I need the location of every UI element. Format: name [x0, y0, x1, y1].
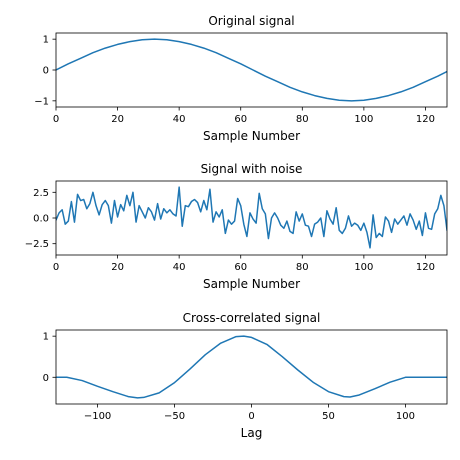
cross-correlation-y-tick-label: 0 — [43, 373, 49, 384]
original-signal-y-tick-label: 0 — [43, 66, 49, 77]
original-signal-x-tick-label: 20 — [111, 114, 124, 125]
noisy-signal-title: Signal with noise — [201, 162, 303, 176]
cross-correlation-panel: −100 −50 0 50 100 0 1 Cross-correlated signal La… — [43, 311, 448, 440]
cross-correlation-y-tick-label: 1 — [43, 332, 49, 343]
original-signal-series-line — [56, 38, 447, 102]
noisy-signal-series-line — [56, 186, 447, 249]
original-signal-x-tick-label: 80 — [296, 114, 309, 125]
original-signal-x-tick-label: 40 — [173, 114, 186, 125]
noisy-signal-y-tick-label: 2.5 — [33, 188, 49, 199]
original-signal-x-axis-label: Sample Number — [203, 129, 300, 143]
cross-correlation-x-tick-label: −50 — [164, 411, 185, 422]
noisy-signal-y-tick-label: −2.5 — [25, 239, 49, 250]
cross-correlation-x-tick-label: −100 — [84, 411, 111, 422]
noisy-signal-x-tick-label: 60 — [234, 262, 247, 273]
cross-correlation-series-line — [56, 335, 447, 399]
original-signal-x-tick-label: 0 — [53, 114, 59, 125]
noisy-signal-x-tick-label: 20 — [111, 262, 124, 273]
noisy-signal-y-tick-label: 0.0 — [33, 214, 49, 225]
noisy-signal-x-tick-label: 100 — [354, 262, 373, 273]
original-signal-y-tick-label: −1 — [34, 96, 49, 107]
original-signal-y-tick-label: 1 — [43, 35, 49, 46]
original-signal-title: Original signal — [208, 14, 294, 28]
cross-correlation-x-axis-label: Lag — [241, 426, 263, 440]
cross-correlation-title: Cross-correlated signal — [183, 311, 321, 325]
cross-correlation-x-tick-label: 50 — [322, 411, 335, 422]
original-signal-x-tick-label: 120 — [416, 114, 435, 125]
original-signal-x-tick-label: 100 — [354, 114, 373, 125]
noisy-signal-x-tick-label: 0 — [53, 262, 59, 273]
original-signal-panel: 0 20 40 60 80 100 120 −1 0 1 Original signal Sample… — [34, 14, 448, 143]
cross-correlation-x-tick-label: 0 — [248, 411, 254, 422]
noisy-signal-x-tick-label: 120 — [416, 262, 435, 273]
noisy-signal-panel: 0 20 40 60 80 100 120 −2.5 0.0 2.5 Signal with noi… — [25, 162, 448, 291]
original-signal-x-tick-label: 60 — [234, 114, 247, 125]
noisy-signal-x-axis-label: Sample Number — [203, 277, 300, 291]
noisy-signal-x-tick-label: 80 — [296, 262, 309, 273]
cross-correlation-x-tick-label: 100 — [396, 411, 415, 422]
noisy-signal-x-tick-label: 40 — [173, 262, 186, 273]
